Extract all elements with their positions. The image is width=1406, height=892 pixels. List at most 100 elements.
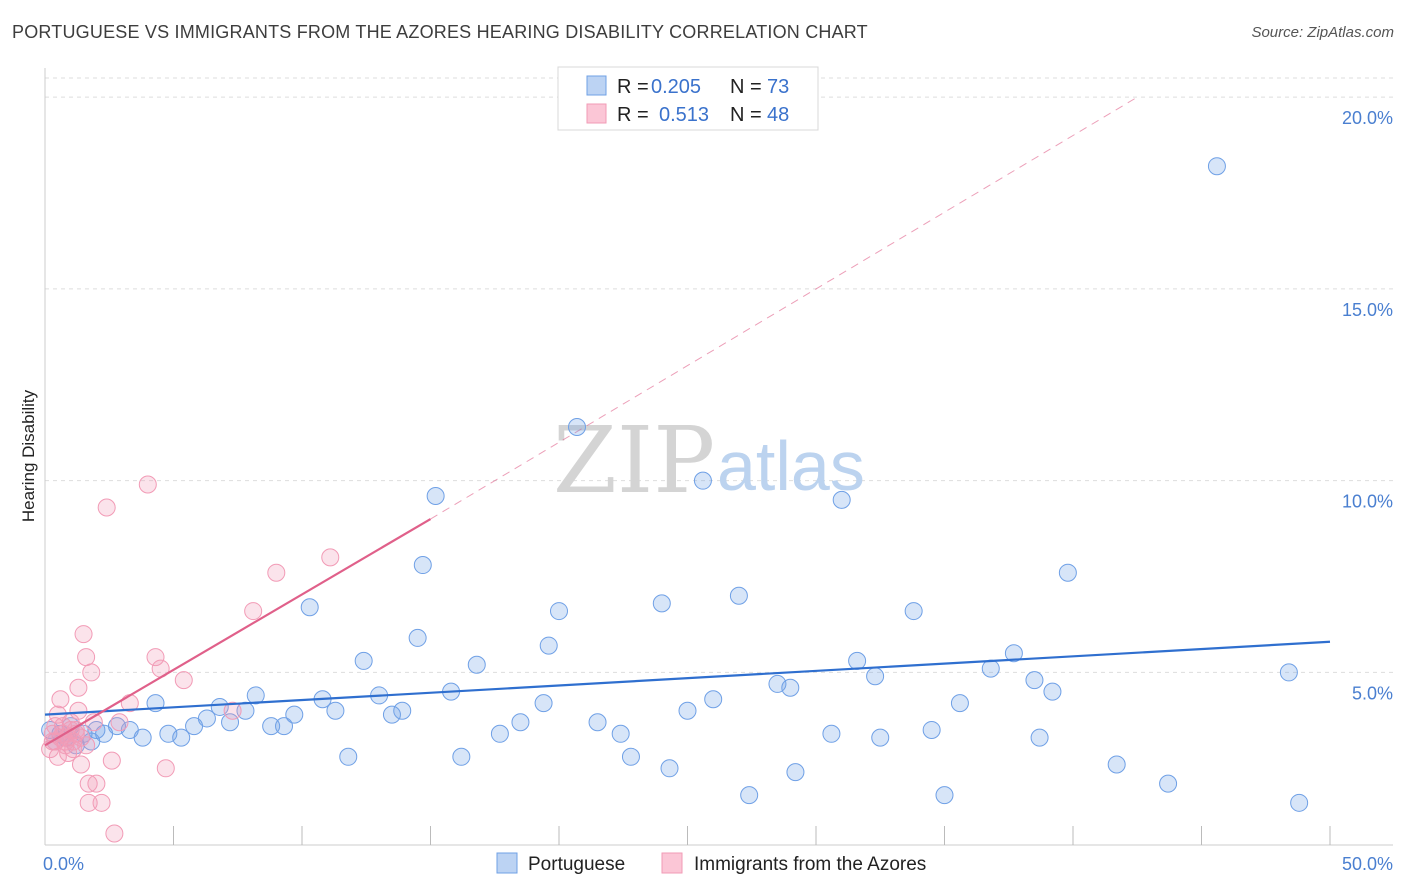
azores-point [82, 663, 101, 682]
azores-point [174, 671, 193, 690]
stats-legend: R = 0.205 N = 73 R = 0.513 N = 48 [557, 66, 819, 131]
series-legend-azores: Immigrants from the Azores [694, 854, 926, 875]
azores-point [244, 602, 263, 621]
portuguese-point [1290, 793, 1309, 812]
series-legend: Portuguese Immigrants from the Azores [496, 852, 926, 875]
portuguese-point [1030, 728, 1049, 747]
y-tick-label: 5.0% [1352, 683, 1393, 703]
portuguese-point [300, 598, 319, 617]
portuguese-point [871, 728, 890, 747]
azores-point [92, 793, 111, 812]
portuguese-point [678, 701, 697, 720]
portuguese-point [693, 471, 712, 490]
portuguese-point [1043, 682, 1062, 701]
azores-point [64, 740, 83, 759]
azores-point [71, 755, 90, 774]
azores-point [267, 563, 286, 582]
axis-layer [44, 68, 1393, 846]
portuguese-point [866, 667, 885, 686]
portuguese-point [1058, 563, 1077, 582]
x-tick-label: 0.0% [43, 854, 84, 874]
azores-point [321, 548, 340, 567]
portuguese-point [382, 705, 401, 724]
portuguese-point [740, 786, 759, 805]
portuguese-point [1207, 157, 1226, 176]
portuguese-point [781, 678, 800, 697]
portuguese-point [408, 628, 427, 647]
portuguese-point [452, 747, 471, 766]
portuguese-point [172, 728, 191, 747]
legend-swatch-azores [586, 103, 607, 124]
portuguese-point [567, 417, 586, 436]
portuguese-point [935, 786, 954, 805]
y-tick-label: 20.0% [1342, 108, 1393, 128]
portuguese-point [326, 701, 345, 720]
y-tick-label: 15.0% [1342, 300, 1393, 320]
portuguese-point [550, 602, 568, 621]
legend-n-value-1: 73 [767, 76, 789, 98]
source-credit: Source: ZipAtlas.com [1251, 24, 1394, 41]
legend-swatch-portuguese [586, 75, 607, 96]
portuguese-point [981, 659, 1000, 678]
portuguese-point [1159, 774, 1178, 793]
azores-point [79, 774, 98, 793]
azores-point [105, 824, 124, 843]
portuguese-point [704, 690, 723, 709]
portuguese-point [786, 763, 805, 782]
portuguese-point [262, 717, 281, 736]
grid-layer [45, 77, 1393, 673]
portuguese-point [467, 655, 486, 674]
legend-n-value-2: 48 [767, 104, 789, 126]
legend-r-value-2: 0.513 [659, 104, 709, 126]
portuguese-point [534, 694, 553, 713]
portuguese-point [904, 602, 923, 621]
azores-point [87, 774, 106, 793]
legend-r-value-1: 0.205 [651, 76, 701, 98]
azores-point [77, 648, 96, 667]
tick-labels: 5.0% 10.0% 15.0% 20.0% 0.0% 50.0% [43, 108, 1393, 874]
watermark-zip: ZIP [553, 407, 715, 514]
trend-line-portuguese [44, 640, 1331, 716]
portuguese-point [1004, 644, 1023, 663]
portuguese-point [1107, 755, 1126, 774]
legend-r-label-2: R = [617, 104, 649, 126]
portuguese-point [950, 694, 969, 713]
portuguese-point [275, 717, 294, 736]
portuguese-point [339, 747, 358, 766]
portuguese-point [922, 720, 941, 739]
portuguese-point [611, 724, 630, 743]
portuguese-point [588, 713, 607, 732]
portuguese-point [621, 747, 640, 766]
portuguese-point [426, 487, 445, 506]
azores-point [46, 717, 65, 736]
portuguese-point [832, 490, 851, 509]
portuguese-point [354, 651, 373, 670]
y-tick-label: 10.0% [1342, 492, 1393, 512]
portuguese-point [413, 556, 432, 575]
trend-line-extension [430, 96, 1138, 520]
portuguese-point [197, 709, 216, 728]
azores-point [223, 701, 242, 720]
portuguese-point [660, 759, 679, 778]
azores-point [69, 678, 88, 697]
azores-point [146, 648, 165, 667]
portuguese-point [1025, 671, 1044, 690]
portuguese-point [822, 724, 841, 743]
azores-point [110, 713, 129, 732]
x-tick-label: 50.0% [1342, 854, 1393, 874]
chart-title: PORTUGUESE VS IMMIGRANTS FROM THE AZORES… [12, 22, 868, 42]
trend-line-azores [44, 518, 432, 747]
points-layer [41, 157, 1331, 843]
portuguese-point [285, 705, 304, 724]
portuguese-point [511, 713, 530, 732]
y-axis-label: Hearing Disability [19, 389, 38, 522]
series-legend-portuguese: Portuguese [528, 854, 625, 875]
legend-r-label-1: R = [617, 76, 649, 98]
portuguese-point [848, 651, 867, 670]
azores-point [156, 759, 175, 778]
portuguese-point [490, 724, 509, 743]
azores-point [79, 793, 98, 812]
series-legend-swatch-portuguese [496, 852, 518, 874]
